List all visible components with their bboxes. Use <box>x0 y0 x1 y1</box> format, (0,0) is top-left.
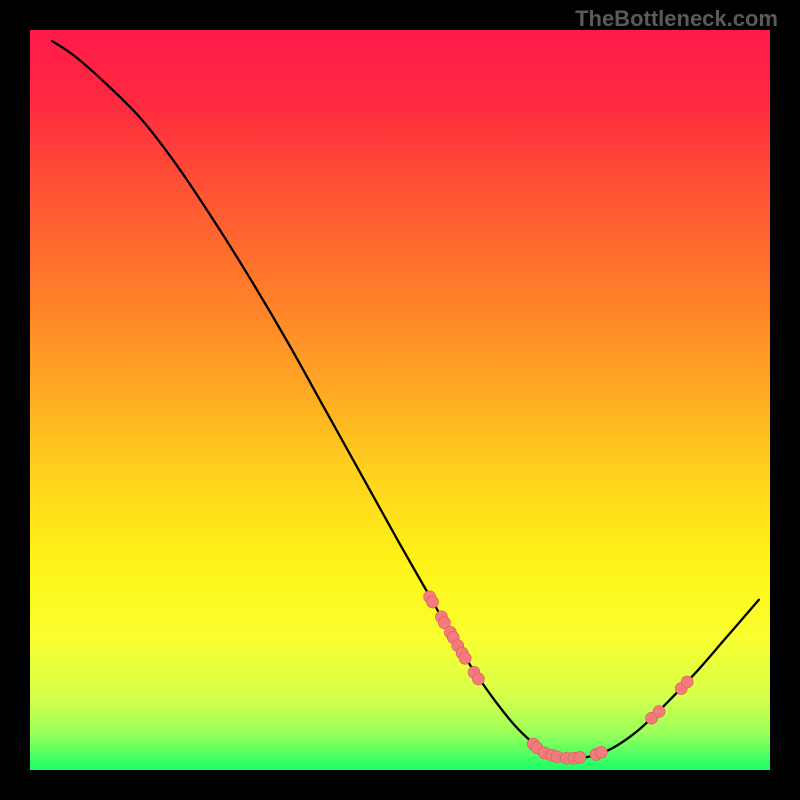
data-marker <box>459 652 471 664</box>
data-marker <box>574 751 586 763</box>
data-marker <box>653 706 665 718</box>
chart-svg <box>30 30 770 770</box>
chart-background <box>30 30 770 770</box>
data-marker <box>595 746 607 758</box>
data-marker <box>681 676 693 688</box>
chart-container <box>30 30 770 770</box>
data-marker <box>427 596 439 608</box>
data-marker <box>472 673 484 685</box>
watermark-text: TheBottleneck.com <box>575 6 778 32</box>
